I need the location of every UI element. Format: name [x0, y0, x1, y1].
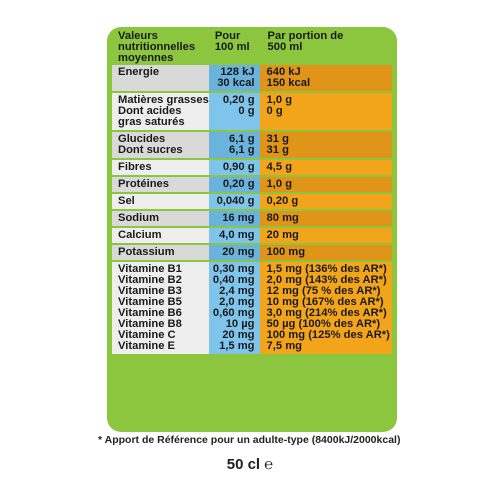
value-per-100ml: 0,20 g: [208, 177, 260, 192]
table-row: Fibres 0,90 g 4,5 g: [112, 160, 392, 175]
table-row: Potassium 20 mg 100 mg: [112, 245, 392, 260]
header-per-portion: Par portion de 500 ml: [267, 30, 344, 53]
table-row: Protéines 0,20 g 1,0 g: [112, 177, 392, 192]
table-row: Sodium 16 mg 80 mg: [112, 211, 392, 226]
nutrition-table: Valeurs nutritionnelles moyennes Pour 10…: [112, 30, 392, 354]
value-per-portion: 80 mg: [259, 211, 392, 226]
value-per-portion: 20 mg: [259, 228, 392, 243]
value-per-100ml: 0,30 mg 0,40 mg 2,4 mg 2,0 mg 0,60 mg 10…: [208, 262, 260, 354]
table-header: Valeurs nutritionnelles moyennes Pour 10…: [112, 30, 392, 65]
nutrient-name: Sel: [112, 194, 209, 209]
nutrient-name: Matières grasses Dont acides gras saturé…: [112, 93, 209, 130]
volume-label: 50 cl ℮: [226, 456, 274, 473]
header-per-100ml: Pour 100 ml: [214, 30, 250, 53]
table-row: Vitamine B1 Vitamine B2 Vitamine B3 Vita…: [112, 262, 392, 354]
nutrient-name: Potassium: [112, 245, 209, 260]
nutrient-name: Calcium: [112, 228, 209, 243]
row-separator: [112, 243, 392, 245]
nutrient-name: Energie: [112, 65, 209, 91]
value-per-portion: 640 kJ 150 kcal: [259, 65, 392, 91]
nutrient-name: Vitamine B1 Vitamine B2 Vitamine B3 Vita…: [112, 262, 209, 354]
header-name: Valeurs nutritionnelles moyennes: [118, 30, 196, 64]
table-row: Matières grasses Dont acides gras saturé…: [112, 93, 392, 130]
row-separator: [112, 192, 392, 194]
value-per-100ml: 20 mg: [208, 245, 260, 260]
value-per-portion: 1,0 g: [259, 177, 392, 192]
value-per-portion: 100 mg: [259, 245, 392, 260]
table-row: Glucides Dont sucres 6,1 g 6,1 g 31 g 31 g: [112, 132, 392, 158]
row-separator: [112, 226, 392, 228]
value-per-portion: 4,5 g: [259, 160, 392, 175]
value-per-portion: 1,5 mg (136% des AR*) 2,0 mg (143% des A…: [259, 262, 392, 354]
value-per-100ml: 0,040 g: [208, 194, 260, 209]
nutrient-name: Sodium: [112, 211, 209, 226]
value-per-portion: 1,0 g 0 g: [259, 93, 392, 130]
footnote: * Apport de Référence pour un adulte-typ…: [98, 434, 401, 446]
nutrient-name: Protéines: [112, 177, 209, 192]
table-body: Energie 128 kJ 30 kcal 640 kJ 150 kcal Mati…: [112, 65, 392, 354]
row-separator: [112, 91, 392, 93]
value-per-100ml: 0,90 g: [208, 160, 260, 175]
nutrient-name: Glucides Dont sucres: [112, 132, 209, 158]
row-separator: [112, 175, 392, 177]
row-separator: [112, 260, 392, 262]
row-separator: [112, 130, 392, 132]
value-per-portion: 31 g 31 g: [259, 132, 392, 158]
value-per-100ml: 6,1 g 6,1 g: [208, 132, 260, 158]
value-per-100ml: 0,20 g 0 g: [208, 93, 260, 130]
nutrient-name: Fibres: [112, 160, 209, 175]
row-separator: [112, 158, 392, 160]
table-row: Calcium 4,0 mg 20 mg: [112, 228, 392, 243]
value-per-100ml: 16 mg: [208, 211, 260, 226]
value-per-100ml: 128 kJ 30 kcal: [208, 65, 260, 91]
row-separator: [112, 209, 392, 211]
value-per-100ml: 4,0 mg: [208, 228, 260, 243]
table-row: Energie 128 kJ 30 kcal 640 kJ 150 kcal: [112, 65, 392, 91]
table-row: Sel 0,040 g 0,20 g: [112, 194, 392, 209]
value-per-portion: 0,20 g: [259, 194, 392, 209]
